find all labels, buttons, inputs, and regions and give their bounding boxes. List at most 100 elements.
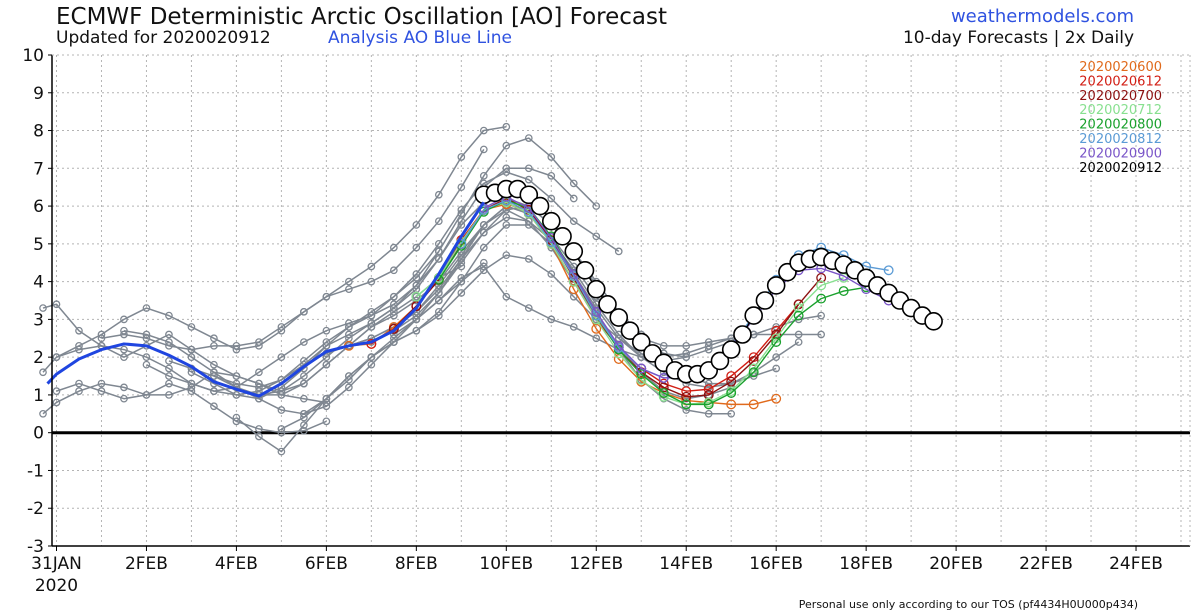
older-run-point [52,398,61,407]
older-run-point [794,330,803,339]
footer-note: Personal use only according to our TOS (… [798,598,1138,611]
older-run-point [39,409,47,418]
older-run-point [547,172,556,180]
older-run-line [281,224,732,430]
older-run-point [479,262,488,271]
run-2020020800-point [793,310,804,321]
grid-lines [52,54,1190,547]
older-run-point [345,375,353,384]
older-run-point [817,330,826,339]
latest-run-point [744,306,763,325]
older-run-point [794,338,803,346]
run-2020020800-point [703,399,714,410]
older-run-point [502,168,511,176]
older-run-point [367,353,376,362]
older-run-point [142,360,151,369]
older-run-point [457,206,466,214]
latest-run-point [541,211,561,231]
older-run-point [502,122,511,131]
run-2020020700-point [658,382,669,393]
older-run-point [524,134,533,142]
latest-run-point [766,276,786,295]
legend-entry-2020020900: 2020020900 [1079,146,1162,161]
older-run-point [479,221,488,229]
older-run-point [457,273,466,282]
run-2020020700-point [703,389,714,400]
older-run-point [367,262,376,271]
latest-run-point [575,260,595,280]
older-run-point [322,326,331,335]
run-2020020800-point [771,337,782,347]
older-run-point [165,330,173,339]
older-run-point [367,323,376,331]
year-label: 2020 [35,576,78,596]
older-run-point [772,353,781,362]
older-run-point [232,372,241,380]
legend-entry-2020020712: 2020020712 [1079,103,1162,118]
run-2020020812-line [460,199,889,379]
older-run-point [165,379,173,388]
older-run-point [322,417,331,426]
legend-entry-2020020812: 2020020812 [1079,132,1162,147]
older-run-point [457,221,466,229]
legend-entry-2020020800: 2020020800 [1079,118,1162,133]
x-tick-label: 2FEB [125,554,168,574]
older-run-point [434,190,443,199]
older-run-line [42,303,327,404]
older-run-point [389,243,398,252]
x-tick-label: 14FEB [659,554,713,574]
x-tick-label: 10FEB [479,554,533,574]
x-tick-label: 18FEB [839,554,893,574]
older-run-point [659,341,668,350]
older-run-point [322,360,331,369]
older-run-line [101,126,507,351]
older-run-point [300,426,308,435]
y-tick-label: -2 [27,499,44,519]
older-run-point [187,379,196,388]
site-name-link[interactable]: weathermodels.com [950,6,1134,27]
older-run-point [524,175,533,184]
legend-entry-2020020700: 2020020700 [1079,89,1162,104]
x-tick-label: 24FEB [1109,554,1163,574]
latest-run-point [598,294,617,314]
older-run-point [569,179,578,188]
run-2020020612-point [703,384,714,395]
older-run-point [322,353,331,362]
older-run-point [52,300,61,309]
older-run-point [434,239,443,248]
older-run-point [52,353,61,362]
latest-run-point [733,325,752,344]
older-run-point [682,406,691,414]
y-tick-label: 8 [33,122,44,142]
older-run-point [165,338,173,346]
older-run-point [389,292,398,301]
run-2020020600-point [771,393,782,404]
older-run-point [277,323,286,331]
older-run-point [412,281,421,290]
legend-entry-2020020612: 2020020612 [1079,74,1162,89]
x-tick-label: 12FEB [569,554,623,574]
older-run-point [502,251,511,260]
older-run-point [232,341,241,350]
older-run-point [367,311,376,320]
older-run-point [345,277,353,286]
older-run-point [502,141,511,150]
older-run-point [367,277,376,286]
older-run-point [412,270,421,278]
x-tick-label: 6FEB [305,554,348,574]
older-run-point [389,311,398,320]
y-tick-label: -3 [27,537,44,557]
run-2020020712-point [411,291,422,302]
updated-label: Updated for 2020020912 [56,28,271,48]
older-run-line [191,171,620,400]
older-run-point [300,338,308,346]
older-run-point [210,372,218,380]
older-run-point [345,383,353,392]
y-tick-label: 4 [33,273,44,293]
latest-run-point [553,226,572,246]
forecast-info-label: 10-day Forecasts | 2x Daily [902,28,1134,48]
older-run-point [300,409,308,418]
chart-title: ECMWF Deterministic Arctic Oscillation [… [56,4,667,30]
older-run-point [120,394,128,403]
older-run-point [300,379,308,388]
